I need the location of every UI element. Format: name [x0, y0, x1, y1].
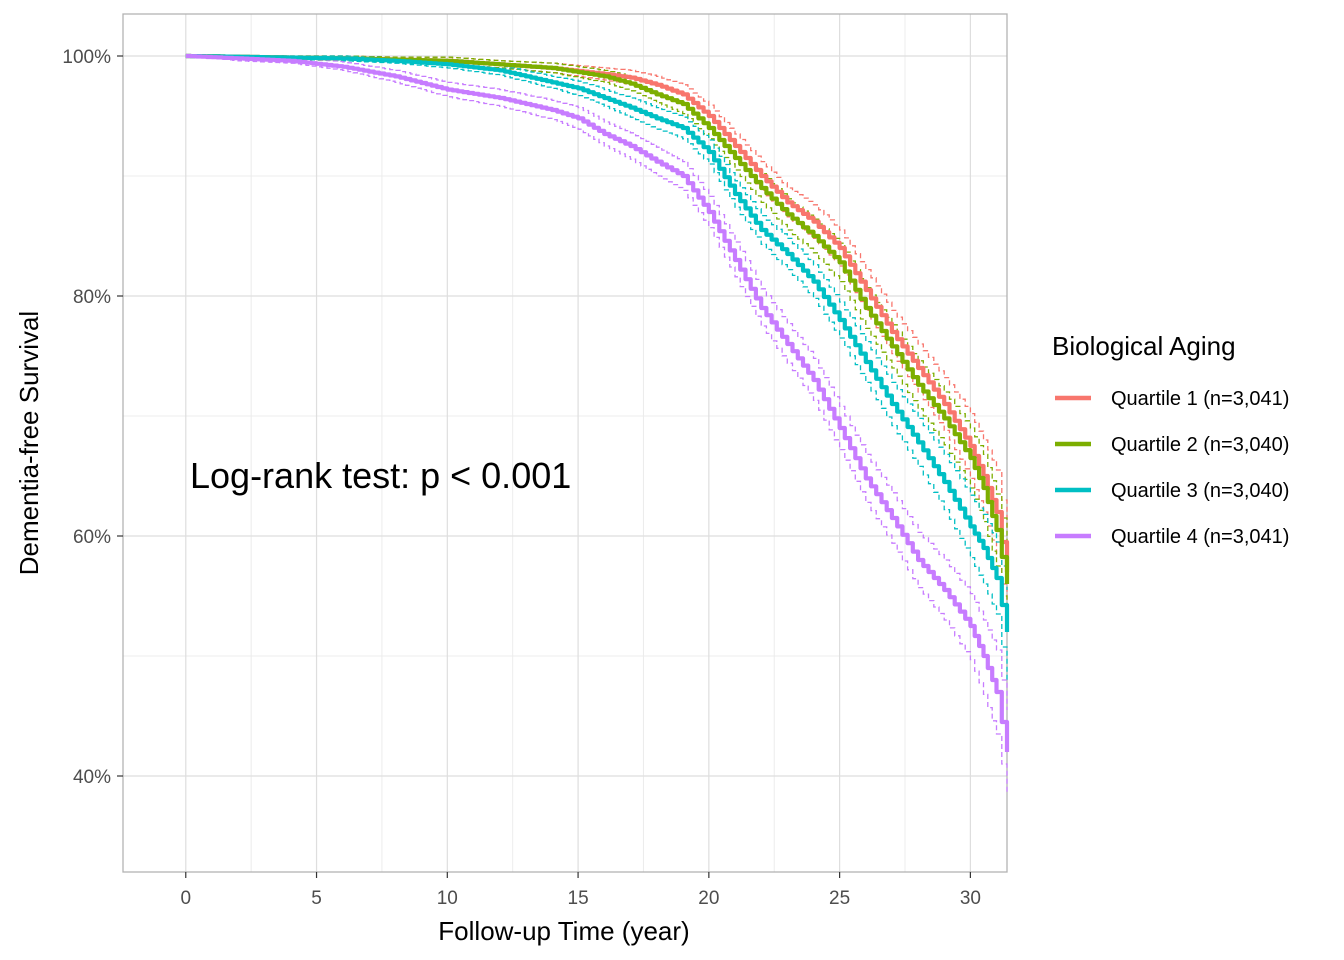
- y-tick-label: 40%: [73, 767, 111, 788]
- y-tick-label: 60%: [73, 527, 111, 548]
- panel-border: [122, 13, 1008, 873]
- survival-curves: [185, 53, 1010, 752]
- legend-label-q4: Quartile 4 (n=3,041): [1111, 526, 1289, 548]
- y-axis-ticks: 40% 60% 80% 100%: [62, 47, 123, 788]
- x-tick-label: 0: [180, 888, 191, 909]
- survival-line-q3: [185, 53, 1010, 632]
- survival-line-q4: [185, 53, 1010, 752]
- legend-label-q1: Quartile 1 (n=3,041): [1111, 388, 1289, 410]
- x-tick-label: 5: [311, 888, 322, 909]
- x-tick-label: 30: [960, 888, 981, 909]
- legend-title: Biological Aging: [1052, 331, 1236, 361]
- legend: Biological Aging Quartile 1 (n=3,041) Qua…: [1052, 331, 1289, 548]
- ci-upper-q4: [185, 55, 1008, 710]
- x-tick-label: 10: [437, 888, 458, 909]
- x-tick-label: 15: [568, 888, 589, 909]
- logrank-annotation: Log-rank test: p < 0.001: [190, 455, 571, 496]
- y-tick-label: 100%: [62, 47, 111, 68]
- x-axis-ticks: 0 5 10 15 20 25 30: [180, 872, 981, 909]
- x-tick-label: 20: [698, 888, 719, 909]
- grid-minor: [123, 14, 1007, 872]
- legend-label-q3: Quartile 3 (n=3,040): [1111, 480, 1289, 502]
- x-tick-label: 25: [829, 888, 850, 909]
- x-axis-title: Follow-up Time (year): [438, 916, 689, 946]
- y-tick-label: 80%: [73, 287, 111, 308]
- legend-label-q2: Quartile 2 (n=3,040): [1111, 434, 1289, 456]
- y-axis-title: Dementia-free Survival: [14, 311, 44, 575]
- ci-lower-q4: [185, 55, 1008, 794]
